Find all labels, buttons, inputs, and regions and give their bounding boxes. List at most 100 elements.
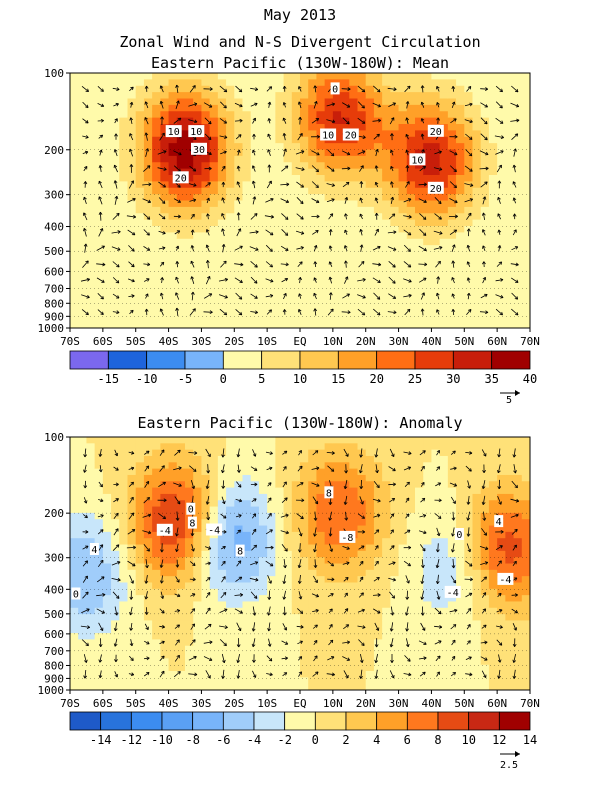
- field-cell: [415, 595, 424, 602]
- field-cell: [349, 595, 358, 602]
- field-cell: [390, 443, 399, 451]
- field-cell: [291, 569, 301, 577]
- field-cell: [185, 302, 194, 310]
- field-cell: [168, 677, 178, 685]
- field-cell: [447, 111, 457, 119]
- field-cell: [308, 302, 317, 310]
- field-cell: [291, 550, 301, 558]
- field-cell: [102, 270, 112, 278]
- field-cell: [341, 550, 350, 558]
- field-cell: [86, 175, 96, 182]
- field-cell: [291, 493, 301, 501]
- field-cell: [201, 449, 211, 457]
- field-cell: [70, 245, 79, 252]
- field-cell: [234, 620, 243, 628]
- field-cell: [357, 238, 367, 246]
- field-cell: [234, 683, 243, 691]
- field-cell: [505, 264, 514, 272]
- y-tick-label: 300: [44, 189, 64, 202]
- wind-vector: [466, 86, 472, 92]
- field-cell: [160, 302, 169, 310]
- field-cell: [111, 671, 120, 678]
- field-cell: [152, 645, 161, 653]
- field-cell: [415, 200, 424, 208]
- field-cell: [447, 582, 457, 590]
- field-cell: [398, 73, 408, 80]
- field-cell: [373, 677, 383, 685]
- field-cell: [135, 468, 145, 476]
- wind-vector: [113, 102, 119, 107]
- field-cell: [423, 677, 432, 685]
- field-cell: [497, 664, 506, 672]
- wind-vector: [188, 119, 198, 124]
- wind-vector: [81, 309, 89, 316]
- wind-vector: [97, 86, 104, 92]
- field-cell: [283, 633, 293, 640]
- field-cell: [390, 544, 399, 552]
- field-cell: [505, 187, 514, 195]
- field-cell: [431, 270, 441, 278]
- field-cell: [127, 226, 137, 233]
- field-cell: [127, 98, 137, 106]
- field-cell: [152, 302, 161, 310]
- anomaly-panel: Eastern Pacific (130W-180W): Anomaly 88-…: [38, 414, 540, 771]
- field-cell: [234, 493, 243, 501]
- field-cell: [349, 443, 358, 451]
- field-cell: [415, 506, 424, 514]
- field-cell: [86, 525, 96, 533]
- field-cell: [456, 315, 465, 323]
- field-cell: [267, 588, 276, 596]
- field-cell: [390, 519, 399, 526]
- field-cell: [439, 117, 449, 125]
- wind-vector: [129, 101, 134, 108]
- field-cell: [135, 238, 145, 246]
- field-cell: [341, 238, 350, 246]
- field-cell: [143, 296, 153, 303]
- field-cell: [423, 175, 432, 182]
- field-cell: [135, 251, 145, 259]
- field-cell: [390, 226, 399, 233]
- field-cell: [193, 633, 202, 640]
- field-cell: [201, 257, 211, 265]
- wind-vector: [159, 261, 165, 267]
- field-cell: [456, 626, 465, 634]
- field-cell: [349, 124, 358, 131]
- wind-vector: [98, 228, 104, 237]
- field-cell: [201, 664, 211, 672]
- field-cell: [464, 664, 473, 672]
- field-cell: [415, 130, 424, 138]
- field-cell: [357, 315, 367, 323]
- field-cell: [332, 443, 342, 451]
- field-cell: [349, 544, 358, 552]
- field-cell: [94, 226, 104, 233]
- field-cell: [308, 130, 317, 138]
- field-cell: [415, 111, 424, 119]
- field-cell: [168, 519, 178, 526]
- field-cell: [521, 219, 531, 227]
- field-cell: [226, 232, 235, 240]
- y-tick-label: 200: [44, 144, 64, 157]
- field-cell: [193, 136, 202, 144]
- field-cell: [447, 315, 457, 323]
- field-cell: [480, 538, 490, 545]
- wind-vector: [205, 229, 210, 236]
- field-cell: [431, 569, 441, 577]
- field-cell: [86, 92, 96, 99]
- field-cell: [111, 500, 120, 507]
- field-cell: [217, 569, 227, 577]
- field-cell: [152, 277, 161, 284]
- field-cell: [135, 296, 145, 303]
- wind-vector: [313, 85, 318, 93]
- field-cell: [439, 181, 449, 189]
- field-cell: [193, 264, 202, 272]
- field-cell: [152, 576, 161, 583]
- field-cell: [439, 601, 449, 609]
- field-cell: [497, 130, 506, 138]
- field-cell: [357, 104, 367, 112]
- wind-vector: [312, 230, 319, 235]
- field-cell: [226, 251, 235, 259]
- field-cell: [447, 487, 457, 495]
- field-cell: [127, 238, 137, 246]
- field-cell: [152, 449, 161, 457]
- colorbar-swatch: [69, 350, 109, 370]
